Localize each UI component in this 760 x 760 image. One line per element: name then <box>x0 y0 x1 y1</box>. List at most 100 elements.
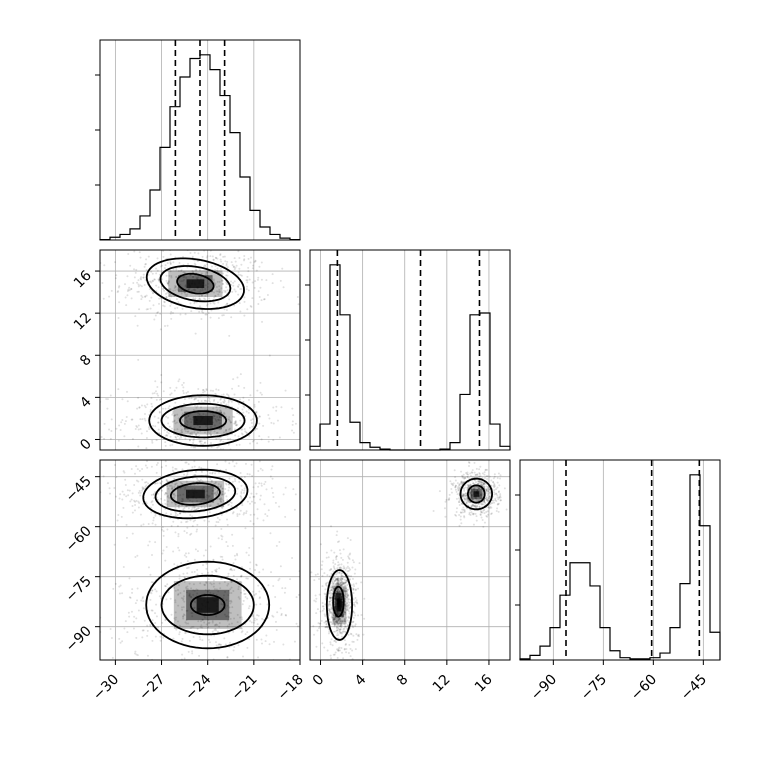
sample-point <box>182 493 185 496</box>
sample-point <box>240 484 243 487</box>
sample-point <box>257 656 260 659</box>
sample-point <box>479 493 482 496</box>
sample-point <box>100 435 103 438</box>
sample-point <box>220 577 223 580</box>
sample-point <box>337 583 340 586</box>
sample-point <box>445 498 448 501</box>
sample-point <box>337 611 340 614</box>
sample-point <box>474 506 477 509</box>
sample-point <box>470 495 473 498</box>
sample-point <box>331 644 334 647</box>
sample-point <box>255 492 258 495</box>
sample-point <box>234 290 237 293</box>
sample-point <box>270 421 273 424</box>
sample-point <box>210 309 213 312</box>
sample-point <box>339 620 342 623</box>
sample-point <box>470 496 473 499</box>
sample-point <box>360 613 363 616</box>
sample-point <box>251 297 254 300</box>
sample-point <box>314 629 316 631</box>
sample-point <box>225 263 228 266</box>
sample-point <box>169 262 172 265</box>
sample-point <box>216 463 219 466</box>
sample-point <box>245 431 248 434</box>
sample-point <box>337 583 340 586</box>
sample-point <box>450 488 453 491</box>
sample-point <box>245 279 248 282</box>
sample-point <box>334 639 337 642</box>
sample-point <box>336 611 339 614</box>
sample-point <box>485 510 488 513</box>
sample-point <box>158 398 161 401</box>
sample-point <box>167 279 170 282</box>
sample-point <box>338 621 341 624</box>
sample-point <box>351 566 354 569</box>
sample-point <box>152 292 155 295</box>
sample-point <box>179 512 182 515</box>
sample-point <box>176 567 179 570</box>
sample-point <box>351 640 354 643</box>
sample-point <box>218 280 221 283</box>
sample-point <box>137 609 140 612</box>
sample-point <box>338 540 341 543</box>
sample-point <box>135 465 138 468</box>
sample-point <box>256 508 259 511</box>
sample-point <box>255 618 258 621</box>
sample-point <box>173 496 176 499</box>
sample-point <box>192 665 194 667</box>
sample-point <box>340 577 343 580</box>
sample-point <box>337 594 340 597</box>
sample-point <box>471 494 474 497</box>
sample-point <box>130 468 133 471</box>
sample-point <box>464 498 467 501</box>
sample-point <box>341 572 344 575</box>
sample-point <box>178 549 181 552</box>
sample-point <box>204 298 207 301</box>
sample-point <box>188 594 191 597</box>
sample-point <box>221 490 224 493</box>
sample-point <box>191 269 194 272</box>
sample-point <box>163 493 166 496</box>
sample-point <box>333 597 336 600</box>
sample-point <box>475 519 478 522</box>
sample-point <box>177 535 180 538</box>
contour-1-0-4 <box>160 402 246 439</box>
sample-point <box>278 436 281 439</box>
sample-point <box>235 424 238 427</box>
sample-point <box>329 597 332 600</box>
sample-point <box>198 269 201 272</box>
sample-point <box>336 594 339 597</box>
sample-point <box>170 275 173 278</box>
sample-point <box>128 596 131 599</box>
sample-point <box>222 393 225 396</box>
sample-point <box>244 415 247 418</box>
sample-point <box>193 506 196 509</box>
sample-point <box>154 314 157 317</box>
sample-point <box>484 468 487 471</box>
sample-point <box>220 287 223 290</box>
sample-point <box>127 611 130 614</box>
sample-point <box>177 301 180 304</box>
sample-point <box>130 498 133 501</box>
sample-point <box>192 520 195 523</box>
sample-point <box>205 494 208 497</box>
sample-point <box>215 290 218 293</box>
sample-point <box>157 311 160 314</box>
sample-point <box>142 502 145 505</box>
sample-point <box>475 497 478 500</box>
sample-point <box>182 595 185 598</box>
sample-point <box>338 581 341 584</box>
sample-point <box>332 576 335 579</box>
sample-point <box>343 611 346 614</box>
sample-point <box>253 286 256 289</box>
sample-point <box>185 622 188 625</box>
sample-point <box>281 267 284 270</box>
sample-point <box>261 469 264 472</box>
sample-point <box>237 293 240 296</box>
contour-2-1-3 <box>459 477 494 511</box>
sample-point <box>344 603 347 606</box>
sample-point <box>183 614 186 617</box>
sample-point <box>352 561 355 564</box>
sample-point <box>229 568 232 571</box>
sample-point <box>231 480 234 483</box>
